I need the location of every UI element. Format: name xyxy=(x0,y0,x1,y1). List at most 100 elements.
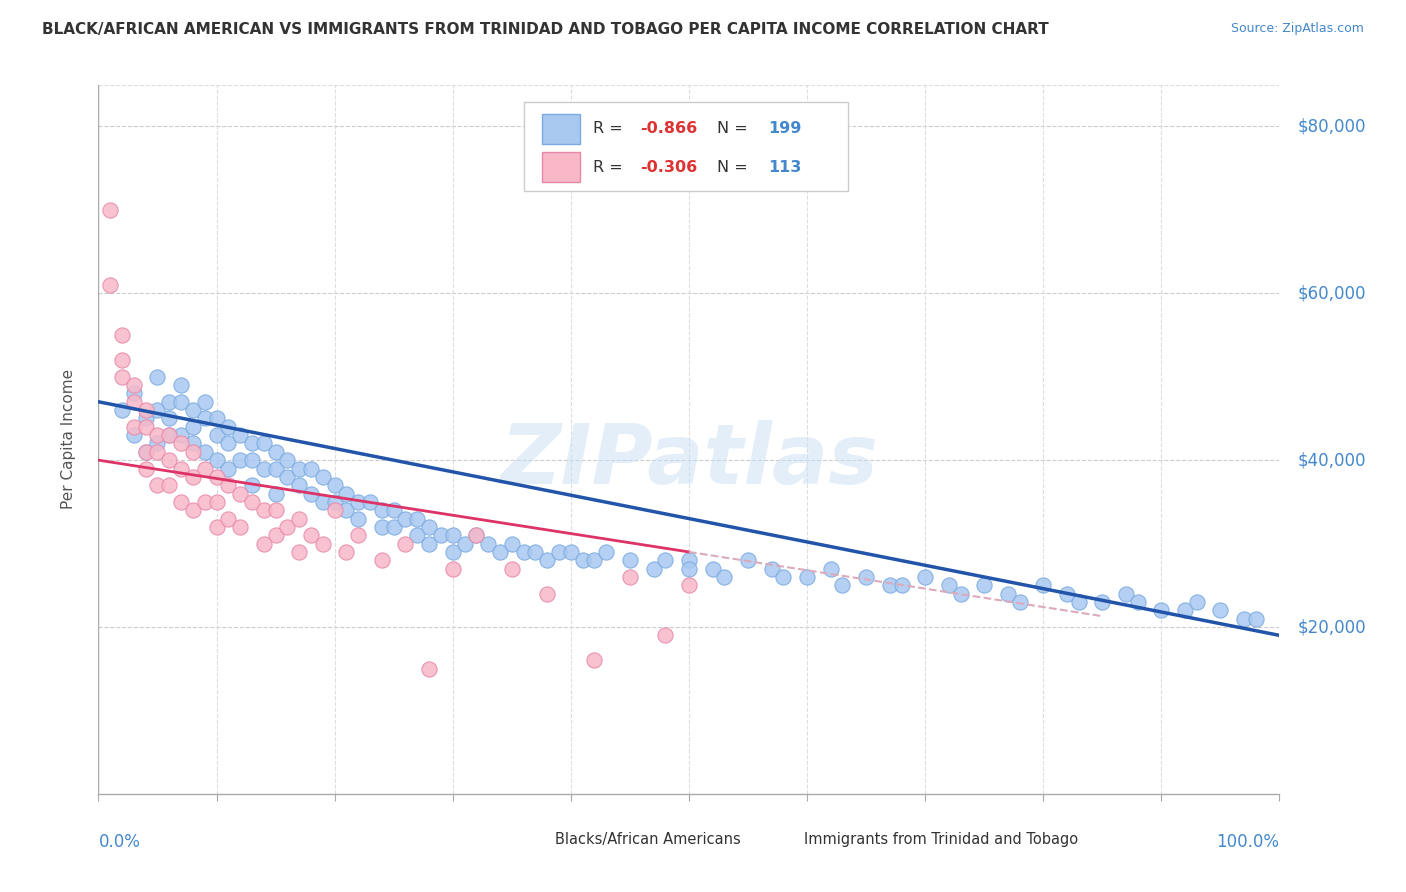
Text: $20,000: $20,000 xyxy=(1298,618,1365,636)
Point xyxy=(205,495,228,509)
Point xyxy=(217,419,239,434)
Point xyxy=(229,453,252,467)
Point xyxy=(347,495,370,509)
Point xyxy=(312,495,335,509)
Point xyxy=(1126,595,1149,609)
FancyBboxPatch shape xyxy=(516,828,546,852)
Point xyxy=(146,428,169,442)
Point xyxy=(122,428,145,442)
Point xyxy=(146,369,169,384)
Point xyxy=(264,461,287,475)
Point xyxy=(548,545,571,559)
FancyBboxPatch shape xyxy=(765,828,793,852)
Point xyxy=(240,436,263,450)
Point xyxy=(181,436,204,450)
FancyBboxPatch shape xyxy=(543,153,581,182)
Text: -0.306: -0.306 xyxy=(641,160,697,175)
Point xyxy=(205,520,228,534)
Point xyxy=(1091,595,1114,609)
Point xyxy=(264,486,287,500)
Point xyxy=(512,545,534,559)
Point xyxy=(146,403,169,417)
Point xyxy=(595,545,617,559)
Point xyxy=(111,369,134,384)
Point xyxy=(312,536,335,550)
Point xyxy=(240,478,263,492)
Text: Per Capita Income: Per Capita Income xyxy=(62,369,76,509)
Point xyxy=(240,453,263,467)
Point xyxy=(359,495,381,509)
Point xyxy=(820,561,842,575)
Point xyxy=(997,587,1019,601)
Point xyxy=(855,570,877,584)
Text: N =: N = xyxy=(717,121,754,136)
Point xyxy=(205,428,228,442)
Point xyxy=(194,461,217,475)
Point xyxy=(312,470,335,484)
Point xyxy=(1244,612,1267,626)
Text: $40,000: $40,000 xyxy=(1298,451,1365,469)
Point xyxy=(654,628,676,642)
Text: R =: R = xyxy=(593,160,628,175)
Point xyxy=(135,411,157,425)
Point xyxy=(170,394,193,409)
Point xyxy=(335,486,357,500)
Point xyxy=(146,436,169,450)
Point xyxy=(654,553,676,567)
Point xyxy=(157,411,180,425)
Point xyxy=(205,453,228,467)
Point xyxy=(560,545,582,559)
Point xyxy=(1008,595,1031,609)
Point xyxy=(430,528,453,542)
Point xyxy=(122,386,145,401)
Point xyxy=(371,503,394,517)
Point xyxy=(418,662,440,676)
Point xyxy=(217,478,239,492)
Point xyxy=(536,553,558,567)
Point xyxy=(229,486,252,500)
Text: $80,000: $80,000 xyxy=(1298,118,1365,136)
Point xyxy=(181,419,204,434)
Point xyxy=(678,561,700,575)
Point xyxy=(347,511,370,525)
Point xyxy=(181,503,204,517)
Point xyxy=(194,411,217,425)
Point xyxy=(973,578,995,592)
Point xyxy=(772,570,794,584)
Point xyxy=(524,545,547,559)
Point xyxy=(229,428,252,442)
Point xyxy=(702,561,724,575)
Point xyxy=(111,328,134,343)
Point xyxy=(299,486,322,500)
Point xyxy=(536,587,558,601)
Point xyxy=(217,461,239,475)
Point xyxy=(1174,603,1197,617)
Point xyxy=(371,520,394,534)
Point xyxy=(157,478,180,492)
Text: -0.866: -0.866 xyxy=(641,121,697,136)
Point xyxy=(229,520,252,534)
Point xyxy=(276,520,298,534)
Point xyxy=(146,445,169,459)
Point xyxy=(111,353,134,368)
Point xyxy=(501,561,523,575)
Text: R =: R = xyxy=(593,121,628,136)
Point xyxy=(678,553,700,567)
Point xyxy=(253,436,276,450)
Point xyxy=(253,503,276,517)
Point xyxy=(122,378,145,392)
Point xyxy=(489,545,512,559)
Point xyxy=(181,403,204,417)
Point xyxy=(1233,612,1256,626)
Point xyxy=(205,411,228,425)
Point xyxy=(619,553,641,567)
Point xyxy=(347,528,370,542)
Point xyxy=(1150,603,1173,617)
Point xyxy=(323,503,346,517)
Point xyxy=(264,528,287,542)
Point xyxy=(323,478,346,492)
Point xyxy=(1115,587,1137,601)
Text: 0.0%: 0.0% xyxy=(98,833,141,851)
Point xyxy=(157,428,180,442)
Point xyxy=(418,536,440,550)
